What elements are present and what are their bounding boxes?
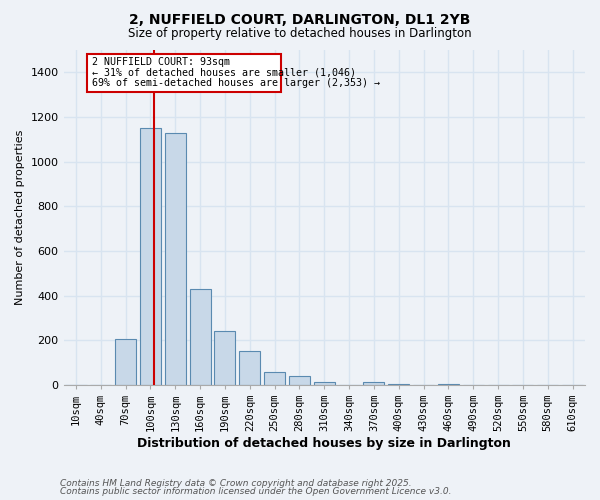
Text: Contains public sector information licensed under the Open Government Licence v3: Contains public sector information licen… <box>60 487 452 496</box>
Bar <box>87 54 281 92</box>
Bar <box>239 352 260 385</box>
Bar <box>264 372 285 385</box>
X-axis label: Distribution of detached houses by size in Darlington: Distribution of detached houses by size … <box>137 437 511 450</box>
Bar <box>364 382 385 385</box>
Text: 2, NUFFIELD COURT, DARLINGTON, DL1 2YB: 2, NUFFIELD COURT, DARLINGTON, DL1 2YB <box>130 12 470 26</box>
Bar <box>190 289 211 385</box>
Bar <box>214 332 235 385</box>
Bar <box>314 382 335 385</box>
Text: ← 31% of detached houses are smaller (1,046): ← 31% of detached houses are smaller (1,… <box>92 68 356 78</box>
Text: Contains HM Land Registry data © Crown copyright and database right 2025.: Contains HM Land Registry data © Crown c… <box>60 478 412 488</box>
Y-axis label: Number of detached properties: Number of detached properties <box>15 130 25 305</box>
Bar <box>289 376 310 385</box>
Text: Size of property relative to detached houses in Darlington: Size of property relative to detached ho… <box>128 28 472 40</box>
Bar <box>115 338 136 385</box>
Bar <box>388 384 409 385</box>
Text: 69% of semi-detached houses are larger (2,353) →: 69% of semi-detached houses are larger (… <box>92 78 380 88</box>
Text: 2 NUFFIELD COURT: 93sqm: 2 NUFFIELD COURT: 93sqm <box>92 58 230 68</box>
Bar <box>140 128 161 385</box>
Bar <box>165 132 186 385</box>
Bar <box>438 384 459 385</box>
